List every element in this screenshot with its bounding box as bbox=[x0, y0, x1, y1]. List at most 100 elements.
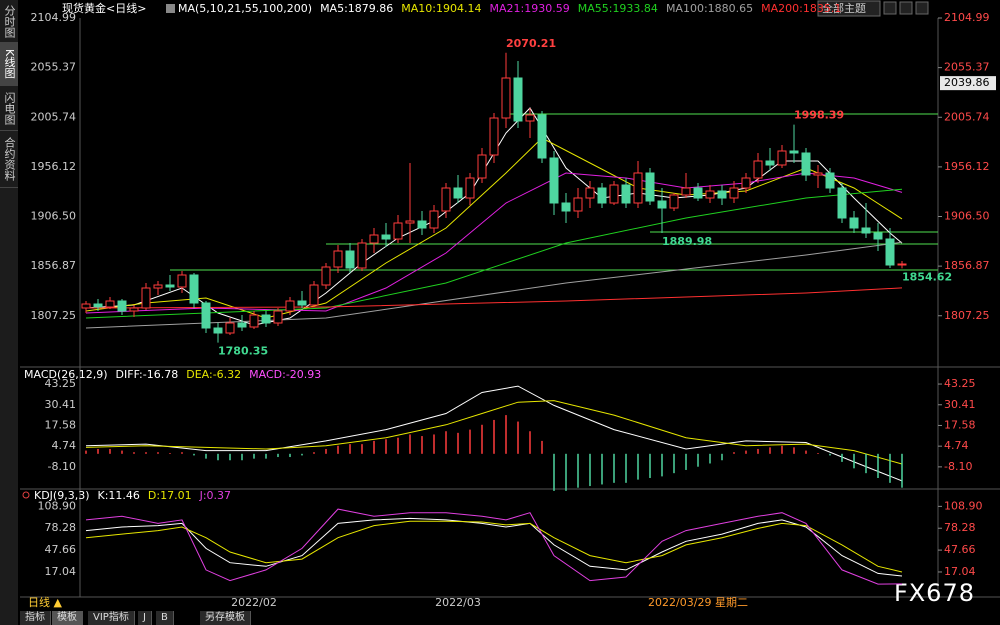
legend-entry: MA5:1879.86 bbox=[320, 2, 393, 15]
series-line bbox=[85, 241, 903, 329]
candle-body bbox=[273, 310, 283, 324]
candle-body bbox=[129, 307, 139, 312]
candle-body bbox=[813, 172, 823, 176]
theme-dropdown[interactable] bbox=[817, 0, 881, 17]
candle-body bbox=[753, 160, 763, 179]
y-tick-label: 1906.50 bbox=[31, 210, 77, 223]
candle-body bbox=[873, 232, 883, 240]
candle-body bbox=[213, 327, 223, 334]
sidebar-tab[interactable]: 合约资料 bbox=[0, 131, 18, 188]
candle-body bbox=[441, 187, 451, 212]
candle-body bbox=[429, 210, 439, 229]
candle-body bbox=[621, 184, 631, 204]
sidebar bbox=[0, 188, 18, 625]
bottom-tab[interactable]: 指标 bbox=[20, 611, 51, 625]
y-tick-label: -8.10 bbox=[48, 460, 76, 473]
y-tick-label: 17.58 bbox=[45, 418, 77, 431]
candle-body bbox=[177, 274, 187, 288]
watermark: FX678 bbox=[894, 579, 975, 607]
y-tick-label-right: -8.10 bbox=[944, 460, 972, 473]
candle-body bbox=[297, 300, 307, 306]
legend-entry: K:11.46 bbox=[98, 489, 140, 502]
candle-body bbox=[729, 187, 739, 199]
period-selector[interactable]: 日线 ▲ bbox=[28, 595, 62, 609]
candle-body bbox=[201, 302, 211, 329]
candle-body bbox=[189, 274, 199, 304]
candle-body bbox=[765, 160, 775, 166]
candle-body bbox=[501, 77, 511, 119]
kdj-icon bbox=[22, 491, 30, 499]
candle-body bbox=[849, 217, 859, 229]
candle-body bbox=[669, 194, 679, 209]
y-tick-label: 2055.37 bbox=[31, 61, 77, 74]
candle-body bbox=[309, 284, 319, 306]
legend-entry: MA100:1880.65 bbox=[666, 2, 753, 15]
y-tick-label: 78.28 bbox=[45, 521, 77, 534]
candle-body bbox=[153, 284, 163, 289]
panel-title: KDJ(9,3,3) bbox=[34, 489, 90, 502]
y-tick-label-right: 1956.12 bbox=[944, 160, 990, 173]
bottom-tab[interactable]: B bbox=[156, 611, 174, 625]
candle-body bbox=[237, 322, 247, 328]
legend-entry: MA200:1835.1 bbox=[761, 2, 841, 15]
y-tick-label-right: 30.41 bbox=[944, 398, 976, 411]
candle-body bbox=[405, 220, 415, 224]
theme-button[interactable]: 全部主题 bbox=[822, 1, 866, 15]
candle-body bbox=[885, 238, 895, 266]
y-tick-label-right: 17.04 bbox=[944, 565, 976, 578]
candle-body bbox=[573, 197, 583, 212]
sidebar-tab[interactable]: 分时图 bbox=[0, 0, 18, 43]
legend-entry: MA55:1933.84 bbox=[578, 2, 658, 15]
candle-body bbox=[165, 284, 175, 288]
panel-title: MACD(26,12,9) bbox=[24, 368, 108, 381]
legend-entry: D:17.01 bbox=[148, 489, 192, 502]
candle-body bbox=[717, 190, 727, 199]
candle-body bbox=[357, 242, 367, 269]
y-tick-label: 108.90 bbox=[38, 499, 77, 512]
y-tick-label: 43.25 bbox=[45, 377, 77, 390]
sidebar-tab[interactable]: 闪电图 bbox=[0, 86, 18, 131]
candle-body bbox=[393, 222, 403, 240]
candle-body bbox=[249, 314, 259, 328]
legend-entry: DEA:-6.32 bbox=[186, 368, 241, 381]
series-line bbox=[85, 520, 903, 573]
price-annotation: 2070.21 bbox=[506, 37, 556, 50]
y-tick-label: 17.04 bbox=[45, 565, 77, 578]
candle-body bbox=[741, 177, 751, 189]
candle-body bbox=[561, 202, 571, 212]
series-line bbox=[85, 137, 903, 319]
x-tick-label: 2022/03 bbox=[435, 596, 481, 609]
candle-body bbox=[225, 322, 235, 334]
toolbar-icon[interactable] bbox=[915, 1, 929, 15]
candle-body bbox=[369, 234, 379, 244]
price-annotation: 1998.39 bbox=[794, 109, 844, 122]
y-tick-label: 1956.12 bbox=[31, 160, 77, 173]
series-line bbox=[85, 385, 903, 482]
bottom-tab[interactable]: VIP指标 bbox=[88, 611, 135, 625]
legend-entry: J:0.37 bbox=[199, 489, 231, 502]
legend-entry: DIFF:-16.78 bbox=[116, 368, 179, 381]
y-tick-label: 1807.25 bbox=[31, 309, 77, 322]
bottom-tab[interactable]: 模板 bbox=[52, 611, 83, 625]
y-tick-label-right: 4.74 bbox=[944, 439, 969, 452]
bottom-tab[interactable]: J bbox=[138, 611, 152, 625]
candle-body bbox=[105, 300, 115, 308]
price-annotation: 1854.62 bbox=[902, 270, 952, 283]
sidebar-tab[interactable]: K线图 bbox=[0, 43, 18, 86]
candle-body bbox=[777, 150, 787, 166]
candle-body bbox=[513, 77, 523, 122]
series-line bbox=[85, 508, 903, 585]
series-line bbox=[85, 188, 903, 319]
y-tick-label-right: 1856.87 bbox=[944, 259, 990, 272]
toolbar-icon[interactable] bbox=[899, 1, 913, 15]
candle-body bbox=[705, 190, 715, 199]
candle-body bbox=[801, 152, 811, 176]
y-tick-label: 30.41 bbox=[45, 398, 77, 411]
candle-body bbox=[645, 172, 655, 202]
candle-body bbox=[861, 227, 871, 234]
candle-body bbox=[837, 187, 847, 219]
toolbar-icon[interactable] bbox=[883, 1, 897, 15]
candle-body bbox=[489, 117, 499, 156]
bottom-tab[interactable]: 另存模板 bbox=[200, 611, 251, 625]
